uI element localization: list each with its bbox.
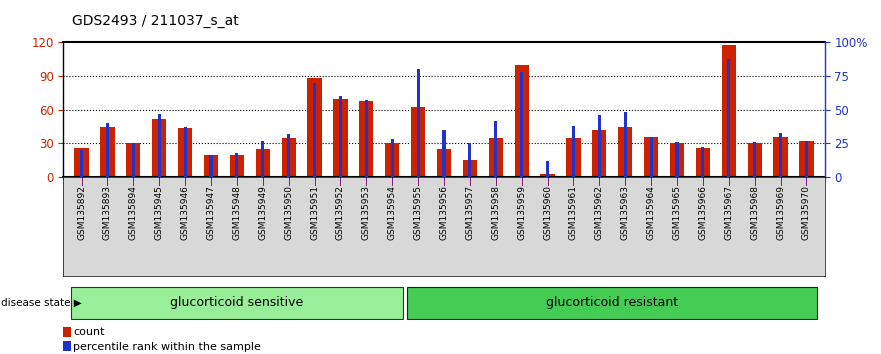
Bar	[100, 127, 115, 177]
Text: GSM135964: GSM135964	[647, 185, 655, 240]
Bar	[618, 127, 633, 177]
Bar	[339, 96, 342, 177]
Text: GSM135894: GSM135894	[129, 185, 137, 240]
Bar	[183, 127, 187, 177]
Bar	[494, 120, 498, 177]
Text: GSM135962: GSM135962	[595, 185, 603, 240]
Bar	[805, 141, 808, 177]
Bar	[407, 287, 818, 319]
Text: GSM135955: GSM135955	[414, 185, 423, 240]
Bar	[63, 327, 70, 337]
Bar	[670, 143, 685, 177]
Text: count: count	[73, 327, 105, 337]
Bar	[799, 141, 814, 177]
Bar	[701, 147, 705, 177]
Text: GSM135947: GSM135947	[206, 185, 216, 240]
Bar	[262, 141, 264, 177]
Text: percentile rank within the sample: percentile rank within the sample	[73, 342, 262, 352]
Bar	[365, 100, 368, 177]
Bar	[649, 137, 653, 177]
Text: GSM135965: GSM135965	[672, 185, 682, 240]
Bar	[728, 59, 730, 177]
Bar	[463, 160, 477, 177]
Text: GSM135951: GSM135951	[310, 185, 319, 240]
Text: GSM135948: GSM135948	[233, 185, 241, 240]
Text: GSM135950: GSM135950	[285, 185, 293, 240]
Bar	[442, 130, 446, 177]
Bar	[132, 143, 135, 177]
Bar	[385, 143, 399, 177]
Bar	[572, 126, 575, 177]
Text: GSM135949: GSM135949	[258, 185, 267, 240]
Text: GSM135893: GSM135893	[103, 185, 112, 240]
Bar	[307, 78, 322, 177]
Bar	[313, 83, 316, 177]
Bar	[774, 137, 788, 177]
Text: GSM135961: GSM135961	[569, 185, 578, 240]
Bar	[696, 148, 710, 177]
Bar	[753, 142, 756, 177]
Bar	[126, 143, 140, 177]
Text: GSM135966: GSM135966	[699, 185, 707, 240]
Text: GSM135960: GSM135960	[543, 185, 552, 240]
Bar	[624, 113, 626, 177]
Bar	[748, 143, 762, 177]
Bar	[469, 143, 471, 177]
Bar	[158, 114, 160, 177]
Bar	[520, 72, 523, 177]
Bar	[80, 150, 83, 177]
Text: GSM135959: GSM135959	[517, 185, 526, 240]
Bar	[417, 69, 419, 177]
Bar	[489, 138, 503, 177]
Bar	[178, 128, 192, 177]
Bar	[359, 101, 374, 177]
Bar	[546, 161, 549, 177]
Bar	[63, 341, 70, 351]
Bar	[676, 142, 678, 177]
Text: GSM135952: GSM135952	[336, 185, 345, 240]
Bar	[437, 149, 451, 177]
Bar	[644, 137, 658, 177]
Bar	[70, 287, 403, 319]
Bar	[235, 153, 239, 177]
Text: GSM135969: GSM135969	[776, 185, 785, 240]
Bar	[592, 130, 606, 177]
Bar	[106, 123, 109, 177]
Bar	[598, 115, 601, 177]
Text: GDS2493 / 211037_s_at: GDS2493 / 211037_s_at	[72, 14, 239, 28]
Text: GSM135953: GSM135953	[362, 185, 371, 240]
Text: GSM135963: GSM135963	[621, 185, 630, 240]
Bar	[540, 174, 555, 177]
Text: GSM135958: GSM135958	[492, 185, 500, 240]
Text: GSM135946: GSM135946	[181, 185, 189, 240]
Text: GSM135945: GSM135945	[155, 185, 164, 240]
Text: GSM135970: GSM135970	[802, 185, 811, 240]
Text: GSM135954: GSM135954	[388, 185, 396, 240]
Bar	[152, 119, 167, 177]
Bar	[722, 45, 736, 177]
Text: disease state ▶: disease state ▶	[1, 298, 82, 308]
Bar	[204, 155, 218, 177]
Bar	[566, 138, 581, 177]
Bar	[287, 134, 290, 177]
Bar	[779, 133, 782, 177]
Text: GSM135892: GSM135892	[77, 185, 86, 240]
Bar	[333, 98, 348, 177]
Bar	[230, 155, 244, 177]
Bar	[282, 138, 296, 177]
Text: glucorticoid sensitive: glucorticoid sensitive	[170, 296, 304, 309]
Bar	[74, 148, 89, 177]
Bar	[411, 108, 426, 177]
Text: GSM135968: GSM135968	[751, 185, 759, 240]
Bar	[390, 139, 394, 177]
Text: GSM135967: GSM135967	[724, 185, 733, 240]
Bar	[515, 65, 529, 177]
Text: glucorticoid resistant: glucorticoid resistant	[546, 296, 678, 309]
Text: GSM135956: GSM135956	[440, 185, 448, 240]
Text: GSM135957: GSM135957	[465, 185, 474, 240]
Bar	[255, 149, 270, 177]
Bar	[210, 155, 212, 177]
